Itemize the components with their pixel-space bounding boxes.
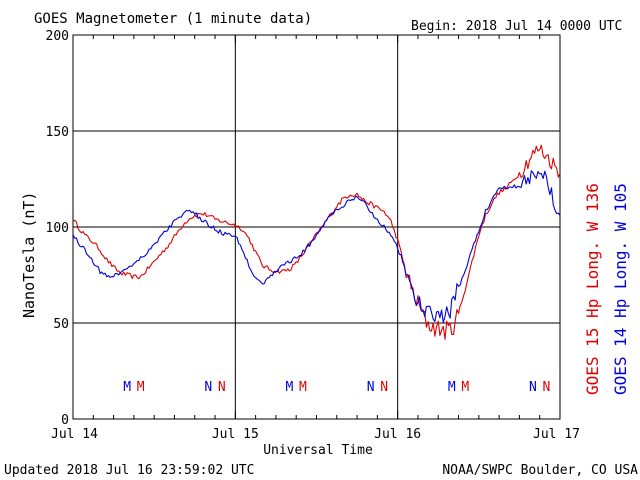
marker-m-goes14-0: M — [123, 380, 131, 395]
marker-m-goes15-5: M — [299, 380, 307, 395]
marker-n-goes15-3: N — [218, 380, 226, 395]
chart-title: GOES Magnetometer (1 minute data) — [34, 11, 312, 27]
y-tick-label-50: 50 — [53, 317, 69, 332]
marker-n-goes14-2: N — [204, 380, 212, 395]
x-tick-label-1: Jul 15 — [212, 427, 259, 442]
tick-layer: 0 50 100 150 200 Jul 14 Jul 15 Jul 16 Jul 17 — [46, 29, 580, 442]
y-tick-label-150: 150 — [46, 125, 69, 140]
y-tick-label-100: 100 — [46, 221, 69, 236]
marker-n-goes15-7: N — [380, 380, 388, 395]
legend-goes15: GOES 15 Hp Long. W 136 — [583, 183, 602, 395]
marker-m-goes15-9: M — [461, 380, 469, 395]
marker-n-goes14-10: N — [529, 380, 537, 395]
marker-n-goes14-6: N — [367, 380, 375, 395]
begin-time: Begin: 2018 Jul 14 0000 UTC — [411, 19, 622, 34]
series-line-goes15 — [72, 144, 561, 340]
marker-m-goes14-4: M — [286, 380, 294, 395]
x-tick-label-2: Jul 16 — [374, 427, 421, 442]
x-axis-label: Universal Time — [263, 443, 373, 458]
x-tick-label-0: Jul 14 — [51, 427, 98, 442]
y-tick-label-200: 200 — [46, 29, 69, 44]
plot-grid — [72, 34, 561, 420]
marker-m-goes14-8: M — [448, 380, 456, 395]
legend-goes14: GOES 14 Hp Long. W 105 — [611, 183, 630, 395]
credit-text: NOAA/SWPC Boulder, CO USA — [442, 463, 638, 478]
marker-n-goes15-11: N — [543, 380, 551, 395]
y-tick-label-0: 0 — [61, 413, 69, 428]
series-layer — [72, 144, 561, 340]
updated-time: Updated 2018 Jul 16 23:59:02 UTC — [4, 463, 254, 478]
y-axis-label: NanoTesla (nT) — [20, 192, 38, 318]
marker-m-goes15-1: M — [137, 380, 145, 395]
series-line-goes14 — [72, 170, 561, 324]
x-tick-label-3: Jul 17 — [533, 427, 580, 442]
